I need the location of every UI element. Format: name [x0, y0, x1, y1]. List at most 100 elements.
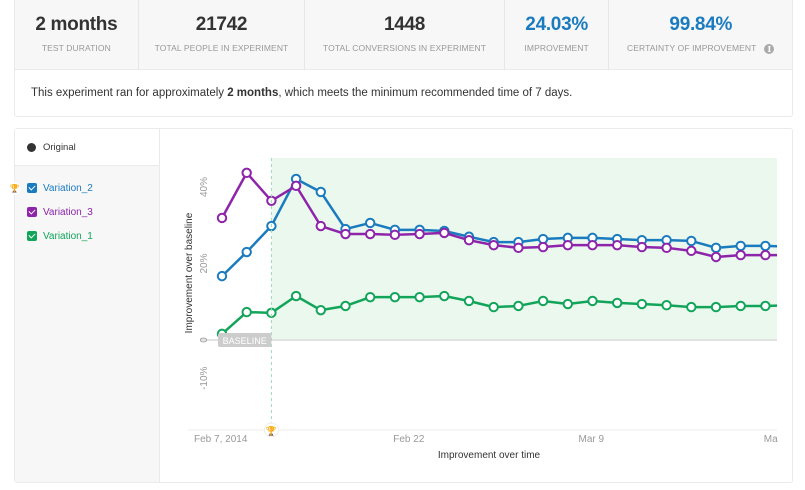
data-point[interactable] — [365, 228, 376, 240]
y-tick-label: 40% — [199, 177, 210, 197]
stats-bar: 2 months TEST DURATION 21742 TOTAL PEOPL… — [14, 0, 793, 70]
stat-value: 99.84% — [669, 14, 733, 35]
data-point[interactable] — [315, 220, 326, 232]
legend: Original 🏆 Variation_2 Variation_3 Varia… — [8, 129, 160, 482]
stat-total-conversions: 1448 TOTAL CONVERSIONS IN EXPERIMENT — [305, 0, 505, 69]
data-point[interactable] — [710, 301, 722, 313]
data-point[interactable] — [365, 217, 376, 229]
data-point[interactable] — [587, 239, 598, 251]
data-point[interactable] — [340, 300, 351, 312]
data-point[interactable] — [216, 270, 228, 282]
y-axis-label: Improvement over baseline — [184, 212, 195, 333]
summary-suffix: , which meets the minimum recommended ti… — [278, 87, 573, 99]
legend-item-label: Variation_2 — [43, 182, 93, 194]
data-point[interactable] — [513, 242, 524, 254]
original-dot-icon — [27, 142, 36, 152]
checkbox-icon[interactable] — [27, 183, 37, 193]
data-point[interactable] — [636, 298, 648, 310]
data-point[interactable] — [439, 290, 450, 302]
stat-value: 24.03% — [525, 14, 588, 35]
data-point[interactable] — [735, 300, 746, 312]
x-tick-label: Feb 7, 2014 — [194, 434, 248, 445]
duration-summary: This experiment ran for approximately 2 … — [14, 70, 793, 117]
data-point[interactable] — [786, 301, 794, 309]
data-point[interactable] — [612, 239, 623, 251]
legend-original[interactable]: Original — [15, 129, 159, 166]
baseline-marker: BASELINE 🏆 — [218, 158, 279, 438]
data-point[interactable] — [710, 242, 722, 254]
data-point[interactable] — [686, 301, 697, 313]
data-point[interactable] — [537, 295, 549, 307]
data-point[interactable] — [786, 251, 794, 259]
y-tick-label: 20% — [199, 253, 210, 273]
data-point[interactable] — [389, 291, 401, 303]
data-point[interactable] — [686, 235, 697, 247]
data-point[interactable] — [735, 240, 746, 252]
legend-original-label: Original — [43, 141, 76, 153]
trophy-icon: 🏆 — [266, 425, 277, 436]
data-point[interactable] — [315, 304, 326, 316]
data-point[interactable] — [636, 241, 648, 253]
data-point[interactable] — [463, 234, 475, 246]
legend-item-variation-2[interactable]: 🏆 Variation_2 — [8, 176, 159, 200]
stat-label: TOTAL CONVERSIONS IN EXPERIMENT — [322, 43, 487, 53]
data-point[interactable] — [488, 301, 499, 313]
x-tick-label: Mar 9 — [579, 434, 605, 445]
baseline-tag — [218, 333, 272, 347]
legend-item-variation-1[interactable]: Variation_1 — [15, 224, 159, 248]
stat-value: 2 months — [35, 14, 118, 35]
data-point[interactable] — [661, 299, 672, 311]
data-point[interactable] — [463, 295, 475, 307]
data-point[interactable] — [760, 300, 771, 312]
data-point[interactable] — [389, 229, 401, 241]
legend-item-label: Variation_1 — [43, 230, 93, 242]
data-point[interactable] — [365, 291, 376, 303]
series-variation-3 — [216, 167, 794, 263]
summary-duration: 2 months — [227, 87, 279, 99]
data-point[interactable] — [488, 239, 499, 251]
data-point[interactable] — [290, 180, 302, 192]
data-point[interactable] — [612, 297, 623, 309]
data-point[interactable] — [562, 239, 573, 251]
data-point[interactable] — [735, 249, 746, 261]
data-point[interactable] — [562, 298, 573, 310]
y-tick-labels: 40% 20% 0 -10% — [199, 177, 210, 390]
data-point[interactable] — [587, 295, 598, 307]
data-point[interactable] — [786, 242, 794, 250]
data-point[interactable] — [414, 228, 425, 240]
significant-region — [271, 158, 777, 340]
info-icon[interactable]: i — [764, 44, 775, 54]
grid — [188, 339, 777, 431]
legend-item-label: Variation_3 — [43, 206, 93, 218]
checkbox-icon[interactable] — [27, 231, 37, 241]
data-point[interactable] — [414, 291, 425, 303]
data-point[interactable] — [241, 167, 252, 179]
data-point[interactable] — [315, 186, 326, 198]
data-point[interactable] — [241, 306, 252, 318]
y-tick-label: 0 — [199, 337, 210, 343]
stat-improvement: 24.03% IMPROVEMENT — [505, 0, 610, 69]
data-point[interactable] — [241, 246, 252, 258]
legend-item-variation-3[interactable]: Variation_3 — [15, 200, 159, 224]
winner-marker[interactable] — [263, 422, 279, 438]
stat-label: CERTAINTY OF IMPROVEMENT — [627, 43, 757, 53]
checkbox-icon[interactable] — [27, 207, 37, 217]
data-point[interactable] — [760, 249, 771, 261]
stat-total-people: 21742 TOTAL PEOPLE IN EXPERIMENT — [139, 0, 306, 69]
data-point[interactable] — [686, 245, 697, 257]
stat-label: IMPROVEMENT — [524, 43, 589, 53]
stat-certainty: 99.84% CERTAINTY OF IMPROVEMENT i — [609, 0, 792, 69]
data-point[interactable] — [290, 290, 302, 302]
data-point[interactable] — [439, 227, 450, 239]
data-point[interactable] — [513, 300, 524, 312]
data-point[interactable] — [537, 241, 549, 253]
data-point[interactable] — [760, 240, 771, 252]
legend-items: 🏆 Variation_2 Variation_3 Variation_1 — [8, 166, 159, 248]
stat-label: TEST DURATION — [41, 43, 111, 53]
data-point[interactable] — [710, 251, 722, 263]
data-point[interactable] — [216, 212, 228, 224]
data-point[interactable] — [661, 242, 672, 254]
x-tick-label: Feb 22 — [393, 434, 425, 445]
stat-value: 21742 — [195, 14, 248, 35]
data-point[interactable] — [340, 228, 351, 240]
